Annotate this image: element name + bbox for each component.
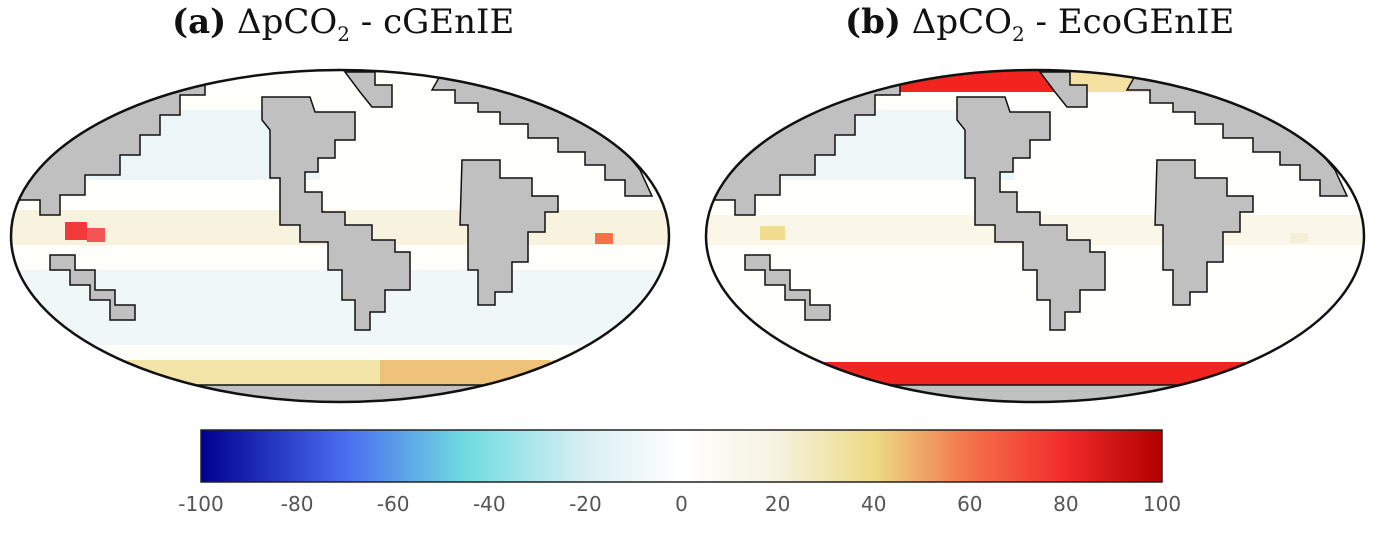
map-b-south-band xyxy=(706,362,1360,385)
colorbar-tick-label: 20 xyxy=(765,492,790,516)
colorbar-rect xyxy=(200,429,1163,483)
panel-a-title: (a) ΔpCO2 - cGEnIE xyxy=(172,2,514,46)
colorbar: -100 -80 -60 -40 -20 0 20 40 60 80 100 xyxy=(178,429,1181,516)
map-a-hotspot-1 xyxy=(65,222,87,240)
map-a-hotspot-2 xyxy=(87,228,105,242)
colorbar-tick-label: 0 xyxy=(675,492,688,516)
panel-b-subscript: 2 xyxy=(1011,21,1025,46)
panel-a-suffix: - cGEnIE xyxy=(349,2,515,42)
colorbar-tick-label: -40 xyxy=(473,492,506,516)
panel-b-title: (b) ΔpCO2 - EcoGEnIE xyxy=(845,2,1234,46)
map-a-hotspot-3 xyxy=(595,233,613,244)
panel-b-suffix: - EcoGEnIE xyxy=(1024,2,1235,42)
map-panel-a xyxy=(9,68,671,404)
map-panel-b xyxy=(704,68,1366,404)
map-a-south-band xyxy=(11,360,669,385)
colorbar-tick-label: -80 xyxy=(281,492,314,516)
colorbar-tick-label: 80 xyxy=(1053,492,1078,516)
colorbar-tick-label: 100 xyxy=(1143,492,1181,516)
colorbar-tick-label: -60 xyxy=(377,492,410,516)
colorbar-tick-label: 60 xyxy=(957,492,982,516)
colorbar-tick-label: -100 xyxy=(178,492,223,516)
panel-a-symbol: ΔpCO xyxy=(237,2,338,42)
map-b-north-band xyxy=(706,70,1360,92)
map-b-outline xyxy=(704,68,1366,404)
panel-b-symbol: ΔpCO xyxy=(911,2,1012,42)
panel-a-tag: (a) xyxy=(172,2,227,42)
colorbar-tick-label: -20 xyxy=(569,492,602,516)
map-a-outline xyxy=(9,68,671,404)
map-b-hotspot-1 xyxy=(760,226,785,240)
map-b-hotspot-2 xyxy=(1290,233,1308,243)
panel-a-subscript: 2 xyxy=(337,21,350,46)
panel-b-tag: (b) xyxy=(845,2,901,42)
colorbar-tick-label: 40 xyxy=(861,492,886,516)
colorbar-ticks: -100 -80 -60 -40 -20 0 20 40 60 80 100 xyxy=(178,492,1181,516)
